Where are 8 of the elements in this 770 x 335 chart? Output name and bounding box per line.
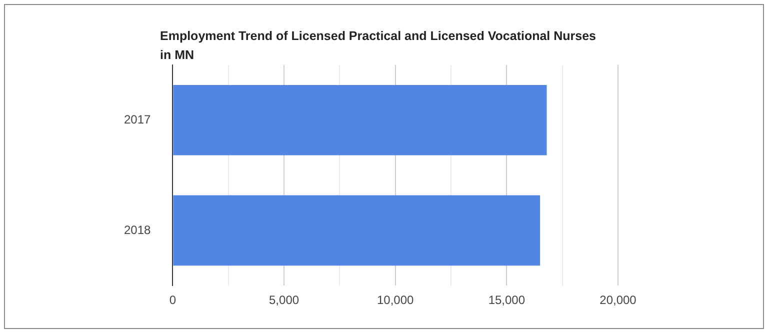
y-tick-label: 2017 bbox=[124, 112, 152, 126]
y-tick-label: 2018 bbox=[124, 222, 152, 237]
x-tick-label: 20,000 bbox=[600, 293, 637, 308]
x-tick-label: 5,000 bbox=[269, 293, 300, 308]
x-tick-label: 15,000 bbox=[488, 293, 526, 308]
chart-title: Employment Trend of Licensed Practical and Licensed Vocational Nurses in MN bbox=[160, 28, 598, 64]
x-tick-label: 10,000 bbox=[376, 293, 414, 308]
x-tick-label: 0 bbox=[169, 293, 176, 308]
